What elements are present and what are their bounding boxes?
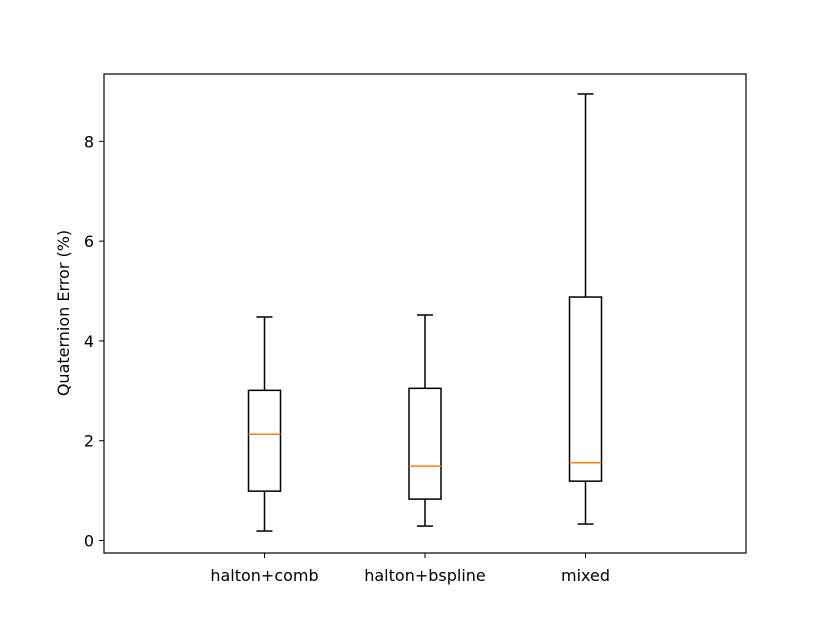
- x-tick-label-halton-bspline: halton+bspline: [364, 566, 486, 585]
- box-halton-bspline: [408, 387, 442, 500]
- y-tick-label-6: 6: [84, 232, 94, 251]
- y-tick-label-2: 2: [84, 432, 94, 451]
- y-tick-label-4: 4: [84, 332, 94, 351]
- x-tick-label-halton-comb: halton+comb: [210, 566, 318, 585]
- y-axis-label: Quaternion Error (%): [54, 230, 73, 396]
- y-tick-label-0: 0: [84, 532, 94, 551]
- x-tick-label-mixed: mixed: [561, 566, 610, 585]
- plot-area: 0 2 4 6 8 halton+comb halton+bspline mixed: [84, 73, 747, 585]
- box-halton-comb: [247, 389, 282, 492]
- y-tick-label-8: 8: [84, 132, 94, 151]
- box-mixed: [568, 296, 603, 482]
